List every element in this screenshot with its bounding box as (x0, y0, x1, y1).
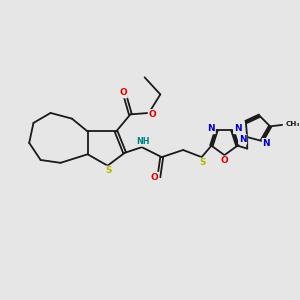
Text: N: N (239, 135, 246, 144)
Text: N: N (234, 124, 242, 134)
Text: O: O (119, 88, 127, 98)
Text: S: S (200, 158, 206, 167)
Text: CH₃: CH₃ (286, 121, 300, 127)
Text: S: S (106, 166, 112, 175)
Text: O: O (148, 110, 156, 119)
Text: O: O (151, 172, 158, 182)
Text: N: N (262, 139, 270, 148)
Text: N: N (208, 124, 215, 134)
Text: NH: NH (136, 137, 150, 146)
Text: O: O (220, 156, 228, 165)
